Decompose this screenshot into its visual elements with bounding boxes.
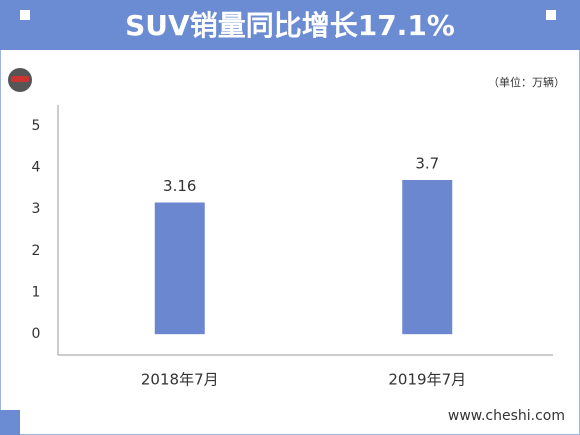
source-label: www.cheshi.com <box>448 408 565 424</box>
y-tick-label: 2 <box>32 243 41 259</box>
chart-title: SUV销量同比增长17.1% <box>125 9 455 42</box>
y-tick-label: 4 <box>32 160 41 176</box>
bar <box>154 202 205 335</box>
x-tick-label: 2019年7月 <box>388 371 466 389</box>
unit-label: （单位：万辆） <box>488 75 565 89</box>
y-tick-label: 3 <box>32 201 41 217</box>
y-tick-label: 1 <box>32 285 41 301</box>
decoration <box>0 410 20 435</box>
y-tick-label: 0 <box>32 326 41 342</box>
bar <box>402 180 453 335</box>
logo-icon <box>11 76 29 82</box>
banner <box>0 0 580 50</box>
data-label: 3.16 <box>163 177 196 195</box>
y-tick-label: 5 <box>32 118 41 134</box>
data-label: 3.7 <box>415 155 439 173</box>
decoration <box>20 10 30 20</box>
decoration <box>546 10 556 20</box>
x-tick-label: 2018年7月 <box>141 371 219 389</box>
